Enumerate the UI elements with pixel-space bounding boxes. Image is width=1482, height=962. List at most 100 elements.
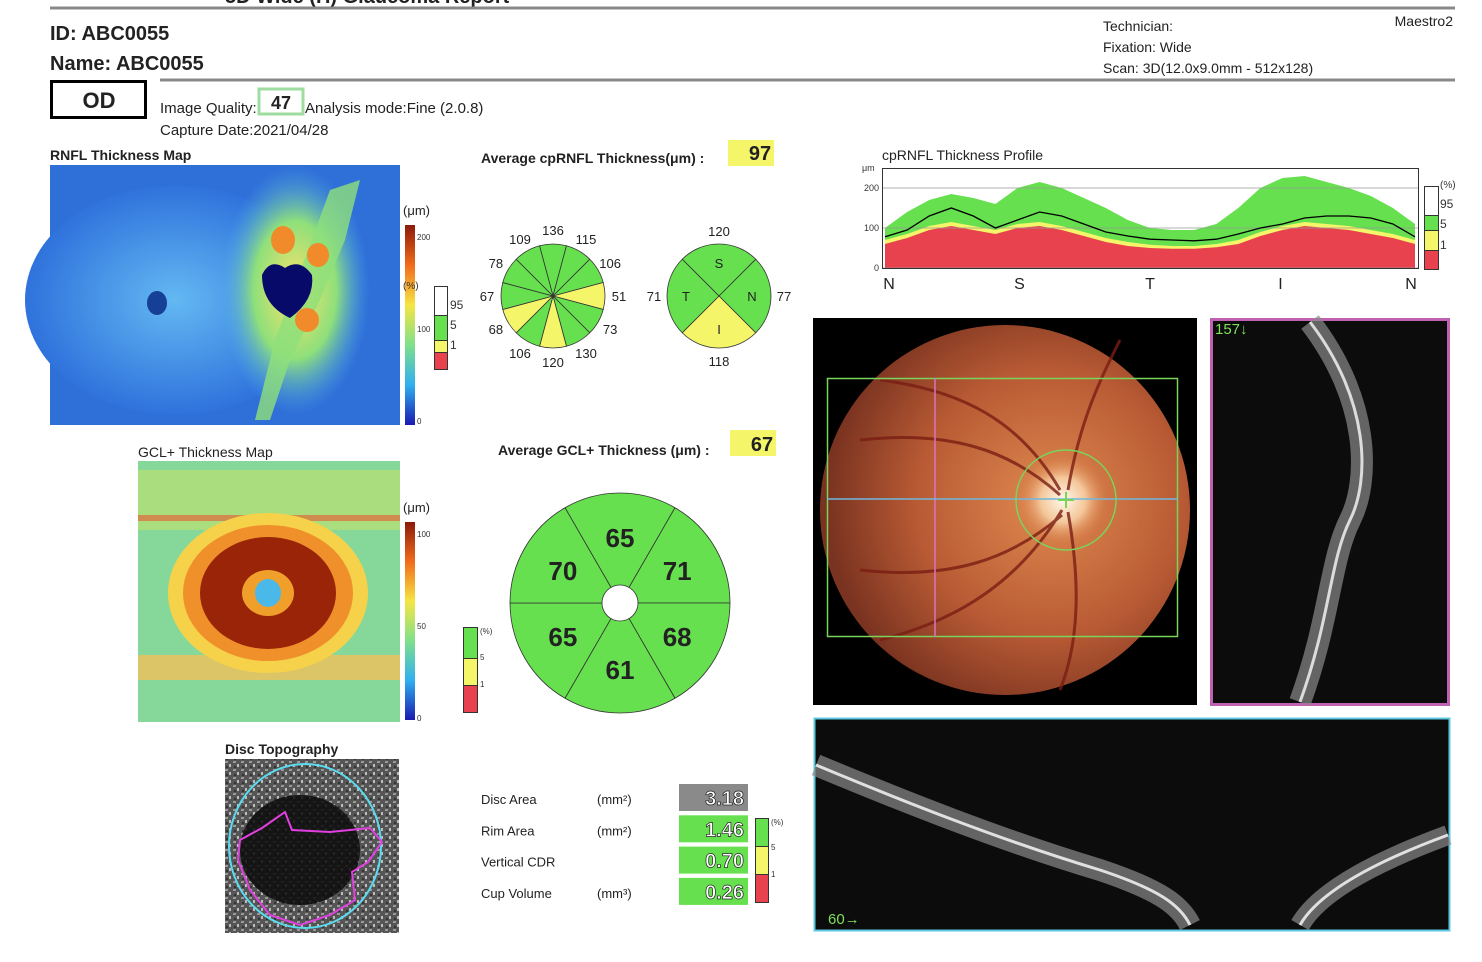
rnfl-average: 97 [749,143,771,165]
profile-line [884,207,1416,242]
rnfl-map-title: RNFL Thickness Map [50,147,191,163]
profile-title: cpRNFL Thickness Profile [882,147,1043,163]
rnfl-average-box [728,140,774,166]
disc-row-label: Disc Area [481,792,537,807]
quadrant-value: 120 [708,224,730,239]
scale-tick-label: 200 [417,233,431,242]
rnfl-average-label: Average cpRNFL Thickness(μm) : [481,150,704,166]
gcl-sector [564,492,676,588]
profile-frame [882,168,1419,269]
clock-value: 136 [542,223,564,238]
gcl-color-bar [405,522,415,720]
oct-vertical [1210,315,1450,706]
patient-id: ID: ABC0055 [50,23,169,45]
clock-value: 73 [603,322,617,337]
x-tick-label: T [1145,276,1155,293]
image-quality-label: Image Quality: [160,100,257,117]
x-tick-label: I [1278,276,1282,293]
image-quality-box [257,87,305,116]
eye-box [50,80,147,119]
disc-value-box [679,877,748,905]
disc-value-box [679,784,748,811]
image-quality: 47 [271,93,291,113]
percent-tick-label: 1 [771,870,776,879]
analysis-mode: Analysis mode:Fine (2.0.8) [305,100,483,117]
quadrant-letter: N [747,289,756,304]
disc-title: Disc Topography [225,741,339,757]
disc-row-value: 0.26 [705,882,744,904]
quadrant-letter: T [682,289,690,304]
disc-value-box [679,815,748,843]
disc-row-value: 3.18 [705,788,744,810]
scan: Scan: 3D(12.0x9.0mm - 512x128) [1103,60,1313,76]
quadrant-value: 77 [777,289,791,304]
quadrant-value: 71 [647,289,661,304]
disc-row-label: Rim Area [481,823,535,838]
gcl-sector [564,618,676,714]
gcl-sector [509,602,612,699]
gcl-average-box [730,430,776,456]
quadrant-sector [681,243,757,297]
percent-tick-label: 1 [450,338,457,352]
clock-value: 51 [612,289,626,304]
percent-tick-label: 95 [1440,197,1454,211]
percent-tick-label: 5 [1440,217,1447,231]
disc-image [225,759,399,933]
gcl-map-image [138,461,400,722]
clock-value: 130 [575,346,597,361]
quadrant-sector [681,295,757,349]
rnfl-unit: (μm) [403,203,430,218]
quadrant-sector [666,258,720,334]
oct-horizontal-label: 60→ [828,911,860,928]
disc-row-unit: (mm²) [597,792,632,807]
profile-percent-legend [1424,186,1439,270]
clock-value: 78 [489,256,503,271]
clock-value: 109 [509,232,531,247]
disc-row-value: 1.46 [705,819,744,841]
disc-row-label: Cup Volume [481,886,552,901]
gcl-average: 67 [751,434,773,456]
gcl-value: 65 [606,523,635,553]
disc-row-unit: (mm²) [597,823,632,838]
clock-value: 68 [489,322,503,337]
clock-value: 120 [542,355,564,370]
disc-row-value: 0.70 [705,851,744,873]
y-tick-label: 200 [864,183,879,193]
clock-value: 67 [480,289,494,304]
gcl-unit: (μm) [403,500,430,515]
quadrant-value: 118 [709,354,730,369]
percent-tick-label: 1 [480,680,485,689]
gcl-value: 68 [663,622,692,652]
clock-value: 106 [509,346,531,361]
disc-percent-title: (%) [771,818,784,827]
gcl-sector [628,507,731,604]
capture-date: Capture Date:2021/04/28 [160,122,328,139]
report-title: 3D Wide (H) Glaucoma Report [225,0,510,8]
quadrant-letter: S [715,256,724,271]
quadrant-letter: I [717,322,721,337]
fundus-image [813,318,1197,705]
clock-sector [515,245,554,298]
gcl-value: 65 [548,622,577,652]
disc-row-unit: (mm³) [597,886,632,901]
oct-horizontal [811,717,1452,932]
x-tick-label: N [1405,276,1417,293]
gcl-sector [628,602,731,699]
eye: OD [83,88,116,113]
oct-vertical-label: 157↓ [1215,321,1248,338]
profile-plot [883,176,1418,269]
scale-tick-label: 0 [417,714,422,723]
profile-band [885,226,1415,268]
gcl-value: 70 [548,556,577,586]
percent-tick-label: 95 [450,298,464,312]
gcl-value: 61 [606,655,635,685]
quadrant-sector [718,258,772,334]
percent-tick-label: 5 [450,318,457,332]
y-tick-label: 0 [874,263,879,273]
rnfl-percent-title: (%) [403,281,419,292]
scale-tick-label: 0 [417,417,422,426]
technician: Technician: [1103,18,1173,34]
